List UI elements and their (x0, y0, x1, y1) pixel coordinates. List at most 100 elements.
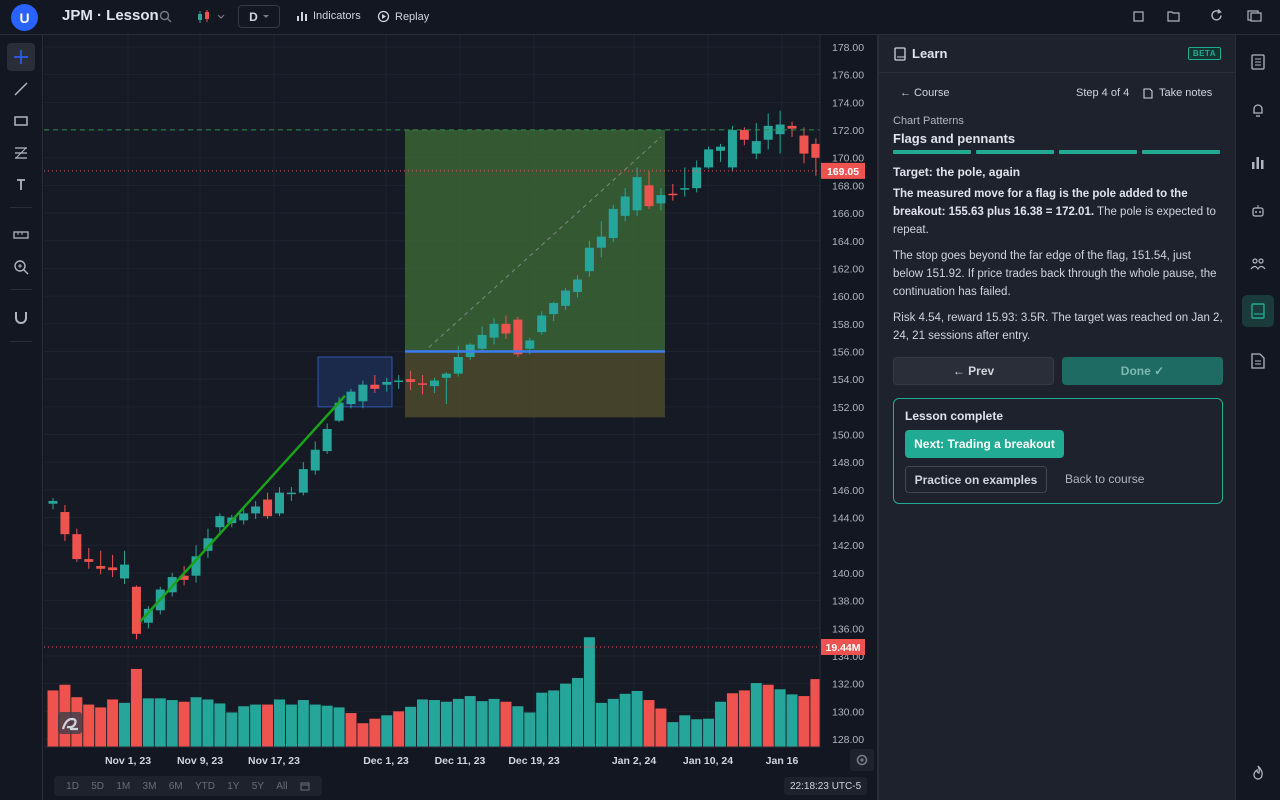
ruler-icon (13, 231, 29, 239)
layout-icon[interactable] (1133, 11, 1144, 22)
range-1y[interactable]: 1Y (227, 780, 240, 792)
range-1d[interactable]: 1D (66, 780, 79, 792)
volume-bar (583, 637, 595, 747)
candle-body (632, 177, 642, 211)
date-tick-label: Jan 2, 24 (612, 755, 657, 767)
candle-body (96, 566, 106, 569)
interval-select[interactable]: D (238, 5, 280, 28)
price-tick-label: 174.00 (832, 97, 864, 109)
book-icon (894, 47, 906, 61)
volume-bar (405, 706, 417, 747)
practice-button[interactable]: Practice on examples (905, 466, 1047, 493)
hotlists-button[interactable] (1242, 195, 1274, 227)
candle-body (620, 196, 630, 216)
back-to-course-link[interactable]: ← Course (900, 87, 950, 99)
measure-tool[interactable] (7, 221, 35, 249)
price-tick-label: 166.00 (832, 208, 864, 220)
watchlist-button[interactable] (1242, 46, 1274, 78)
volume-bar (726, 693, 738, 747)
zoom-tool[interactable] (7, 253, 35, 281)
candle-body (596, 236, 606, 248)
candle-body (406, 379, 416, 382)
lesson-category: Chart Patterns (893, 115, 964, 127)
next-lesson-button[interactable]: Next: Trading a breakout (905, 430, 1064, 458)
rectangle-tool[interactable] (7, 107, 35, 135)
range-selector: 1D 5D 1M 3M 6M YTD 1Y 5Y All (54, 776, 322, 796)
price-tick-label: 156.00 (832, 346, 864, 358)
candle-body (334, 402, 344, 421)
price-tick-label: 136.00 (832, 623, 864, 635)
volume-bar (214, 703, 226, 747)
candle-body (751, 141, 761, 154)
done-button[interactable]: Done ✓ (1062, 357, 1223, 385)
refresh-icon[interactable] (1209, 8, 1224, 23)
data-window-button[interactable] (1242, 146, 1274, 178)
price-tick-label: 128.00 (832, 734, 864, 746)
trend-line-tool[interactable] (7, 75, 35, 103)
text-tool[interactable] (7, 171, 35, 199)
chart-settings-button[interactable] (850, 749, 874, 771)
candle-body (298, 469, 308, 493)
range-ytd[interactable]: YTD (194, 780, 215, 792)
calendar-icon[interactable] (300, 781, 310, 791)
volume-bar (536, 692, 548, 747)
prev-button[interactable]: ← Prev (893, 357, 1054, 385)
replay-button[interactable]: Replay (377, 10, 429, 23)
crosshair-tool[interactable] (7, 43, 35, 71)
take-notes-button[interactable]: Take notes (1143, 87, 1212, 99)
chart-pane[interactable]: 178.00 176.00 174.00 172.00 170.00 168.00 166.… (44, 35, 876, 775)
volume-bar (428, 700, 440, 747)
volume-bar (130, 668, 142, 747)
search-icon[interactable] (159, 10, 172, 23)
target-zone (405, 129, 665, 352)
community-button[interactable] (1242, 247, 1274, 279)
indicators-button[interactable]: Indicators (296, 10, 361, 22)
price-tick-label: 142.00 (832, 540, 864, 552)
range-5d[interactable]: 5D (91, 780, 105, 792)
price-tick-label: 130.00 (832, 706, 864, 718)
volume-bar (297, 700, 309, 747)
back-to-course-button[interactable]: Back to course (1065, 472, 1145, 486)
snapshot-icon[interactable] (1247, 9, 1262, 22)
user-avatar[interactable]: U (11, 4, 38, 31)
candle-body (191, 556, 201, 576)
folder-icon[interactable] (1167, 10, 1180, 22)
candle-body (203, 538, 213, 551)
price-chart[interactable]: 178.00 176.00 174.00 172.00 170.00 168.00 166.… (44, 35, 876, 775)
stop-zone (405, 351, 665, 418)
clock[interactable]: 22:18:23 UTC-5 (784, 777, 868, 795)
price-tick-label: 144.00 (832, 513, 864, 525)
candle-body (429, 380, 439, 387)
candle-body (48, 500, 58, 504)
volume-bar (95, 707, 107, 747)
candle-body (358, 384, 368, 402)
volume-bar (393, 711, 405, 747)
range-1m[interactable]: 1M (116, 780, 131, 792)
candle-body (394, 380, 404, 383)
magnet-tool[interactable] (7, 303, 35, 331)
notes-button[interactable] (1242, 345, 1274, 377)
volume-bar (202, 699, 214, 747)
volume-bar (190, 697, 202, 747)
range-all[interactable]: All (276, 780, 288, 792)
range-5y[interactable]: 5Y (251, 780, 264, 792)
panel-title: Learn (912, 46, 948, 61)
volume-bar (750, 683, 762, 747)
volume-tag (821, 639, 865, 655)
chart-type-button[interactable] (196, 9, 225, 25)
fib-tool[interactable] (7, 139, 35, 167)
range-6m[interactable]: 6M (168, 780, 183, 792)
beta-badge: BETA (1187, 47, 1221, 60)
candle-body (608, 208, 618, 238)
price-tick-label: 148.00 (832, 457, 864, 469)
date-tick-label: Dec 1, 23 (363, 755, 409, 767)
hotlist-flame-button[interactable] (1242, 757, 1274, 789)
volume-bar (715, 701, 727, 747)
rectangle-icon (14, 116, 28, 126)
learn-button[interactable] (1242, 295, 1274, 327)
alerts-button[interactable] (1242, 94, 1274, 126)
candle-body (263, 499, 273, 517)
symbol-title[interactable]: JPM · Lesson (62, 7, 159, 24)
robot-icon (1252, 205, 1264, 217)
range-3m[interactable]: 3M (142, 780, 157, 792)
